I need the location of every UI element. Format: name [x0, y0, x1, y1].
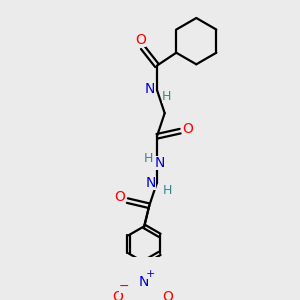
- Text: N: N: [145, 82, 155, 96]
- Text: H: H: [143, 152, 153, 165]
- Text: O: O: [114, 190, 125, 204]
- Text: N: N: [154, 156, 165, 170]
- Text: O: O: [112, 290, 123, 300]
- Text: O: O: [182, 122, 193, 136]
- Text: H: H: [162, 90, 171, 103]
- Text: H: H: [163, 184, 172, 197]
- Text: +: +: [146, 269, 155, 279]
- Text: N: N: [139, 274, 149, 289]
- Text: O: O: [135, 33, 146, 47]
- Text: N: N: [145, 176, 156, 190]
- Text: O: O: [163, 290, 173, 300]
- Text: −: −: [119, 280, 130, 293]
